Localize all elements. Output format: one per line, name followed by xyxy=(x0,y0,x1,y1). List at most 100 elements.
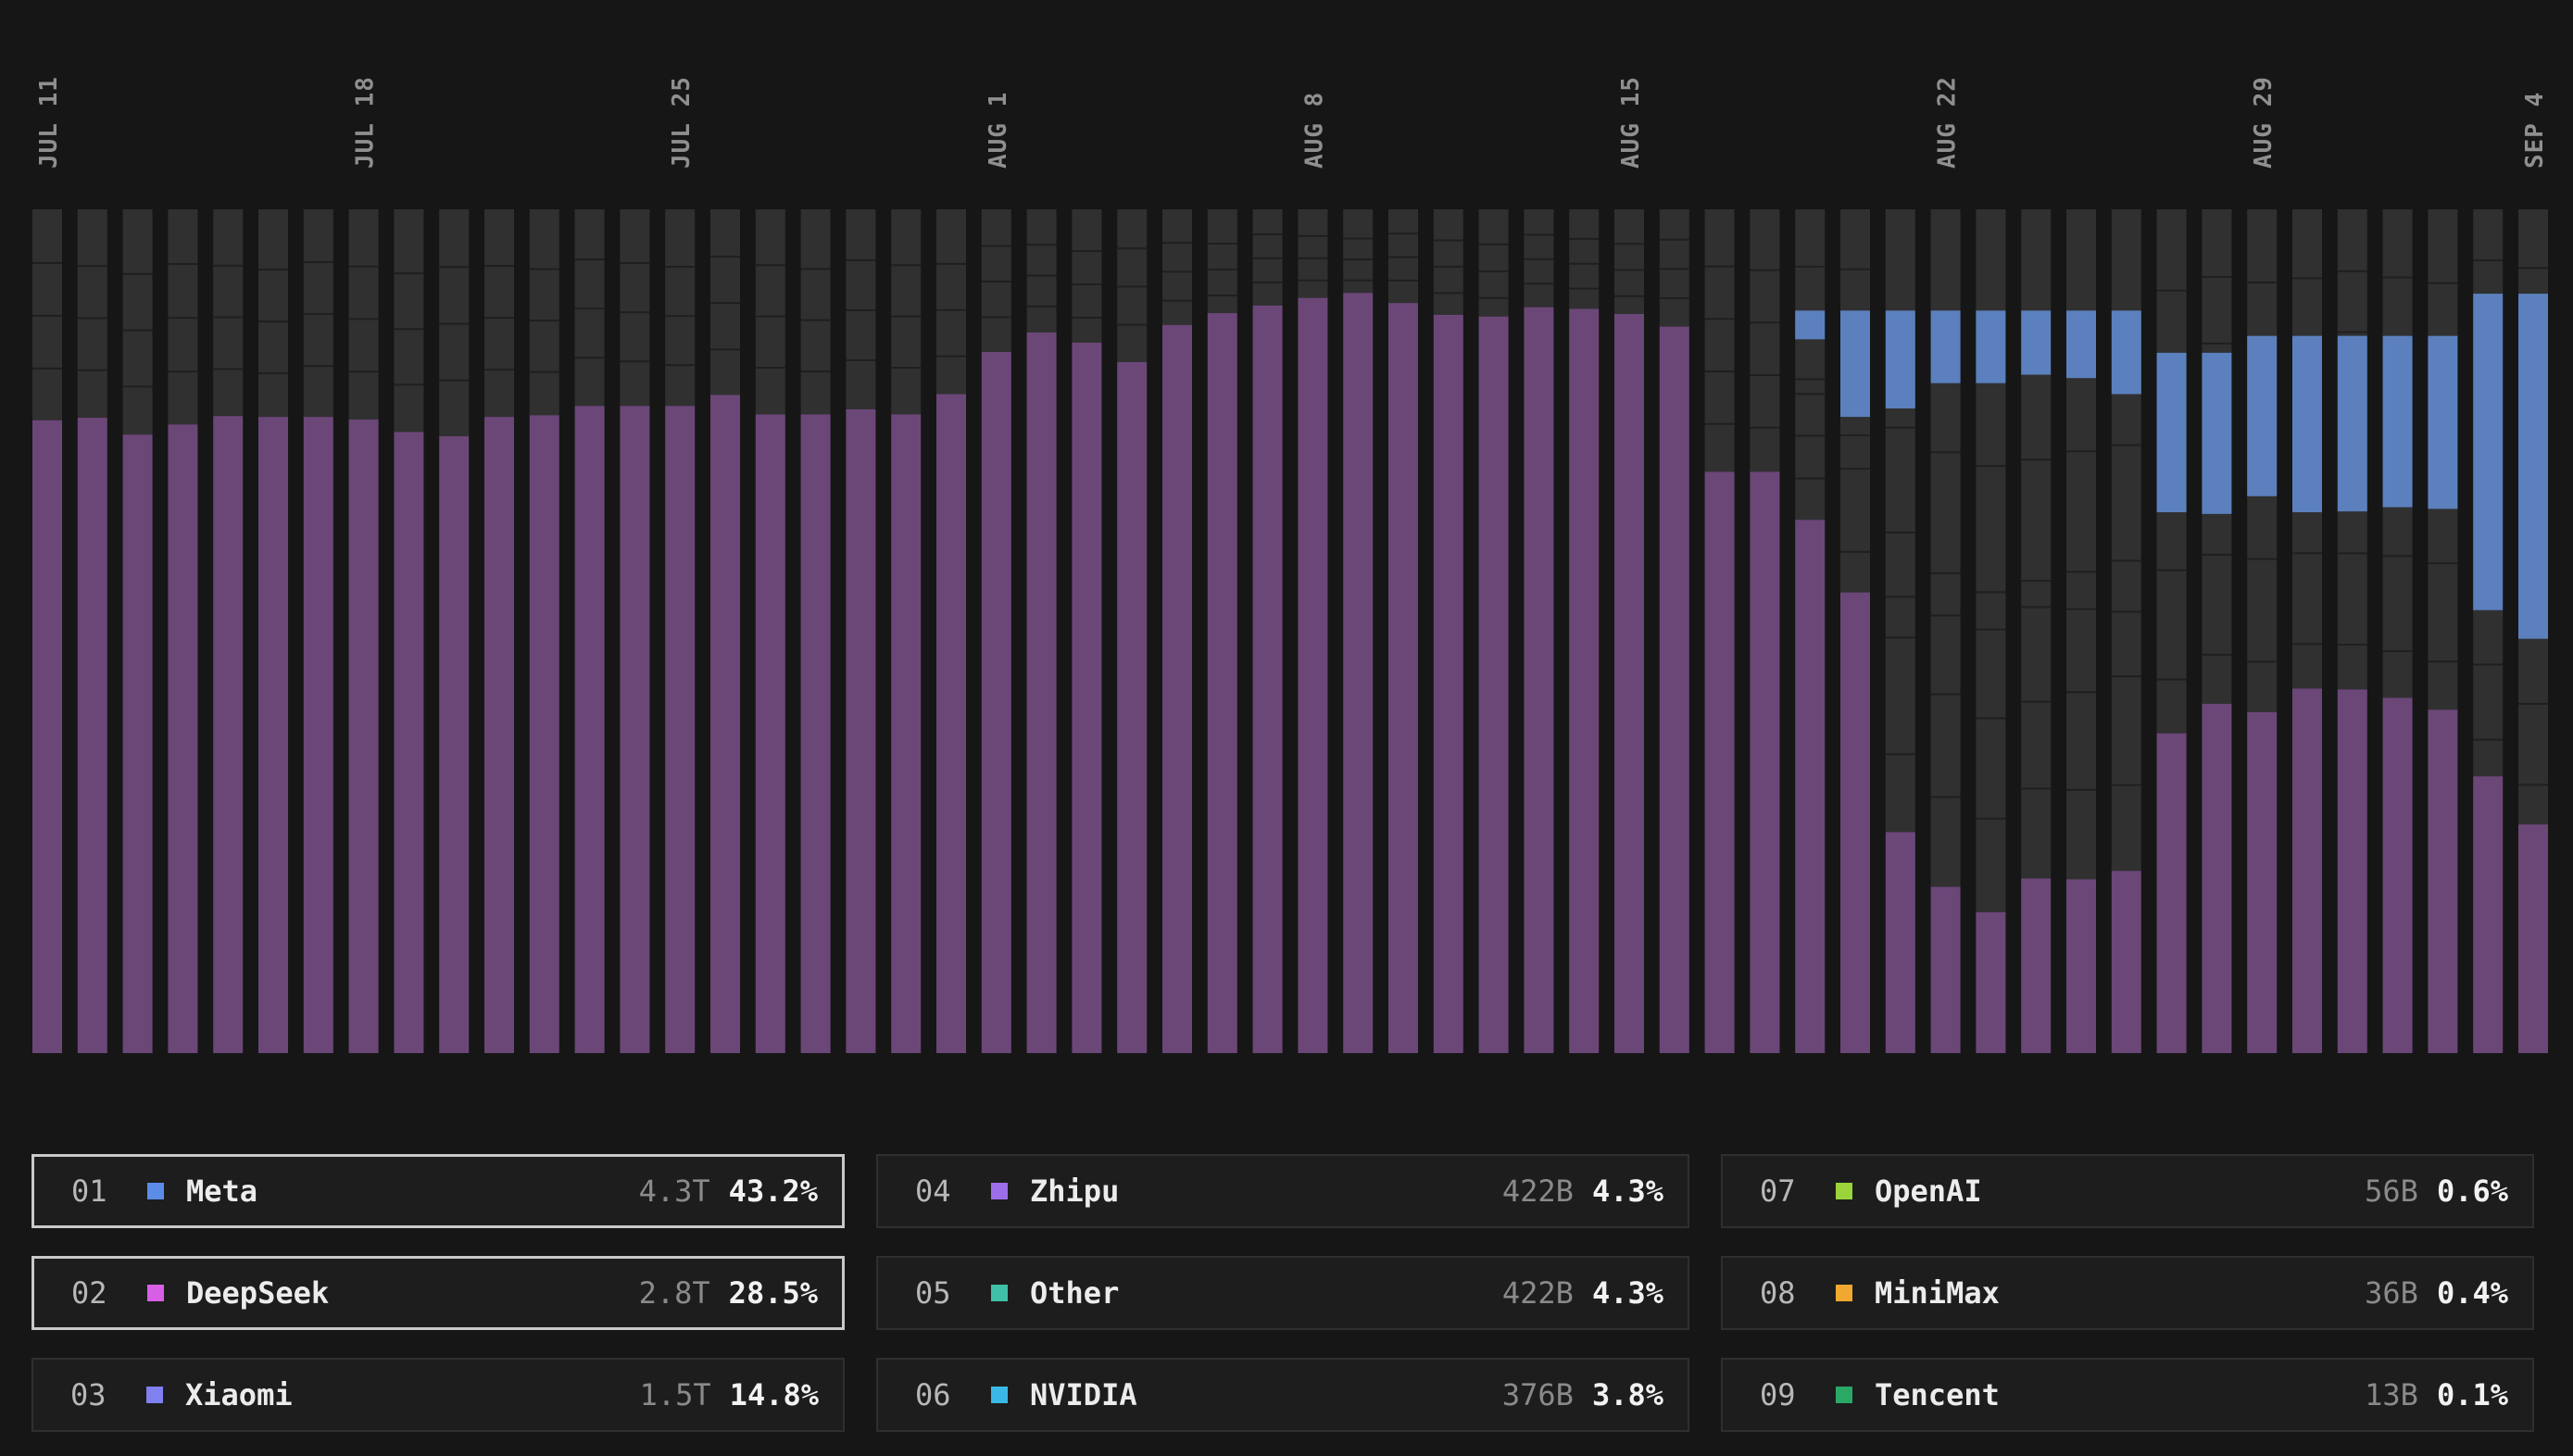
bar-segment-other xyxy=(213,209,244,417)
bar-segment-divider xyxy=(800,268,831,270)
legend-item-deepseek[interactable]: 02 DeepSeek 2.8T 28.5% xyxy=(31,1256,845,1330)
bar-segment-divider xyxy=(1840,268,1870,270)
bar-segment-divider xyxy=(1433,265,1463,268)
bar-segment-xiaomi xyxy=(303,417,333,1054)
bar-segment-divider xyxy=(2066,788,2096,791)
bar-segment-divider xyxy=(1569,237,1600,240)
bar-segment-divider xyxy=(1072,316,1102,319)
bar-segment-xiaomi xyxy=(1072,342,1102,1053)
bar-segment-divider xyxy=(1795,378,1826,381)
legend-name: Meta xyxy=(186,1174,258,1209)
bar-segment-divider xyxy=(1524,282,1554,285)
bar-segment-other xyxy=(122,209,153,435)
chart-svg: JUL 11 JUL 18 JUL 25 AUG 1 AUG 8 AUG 15 AUG 22… xyxy=(32,76,2549,1054)
bar-segment-divider xyxy=(1795,265,1826,268)
legend: 01 Meta 4.3T 43.2% 02 DeepSeek 2.8T 28.5% 03 Xiao… xyxy=(31,1154,2538,1445)
bar-segment-divider xyxy=(2156,289,2187,292)
legend-item-xiaomi[interactable]: 03 Xiaomi 1.5T 14.8% xyxy=(31,1358,845,1432)
bar-segment-divider xyxy=(800,319,831,321)
bar-segment-divider xyxy=(755,367,785,370)
bar-segment-divider xyxy=(2202,342,2232,345)
legend-tokens: 422B xyxy=(1501,1174,1574,1209)
bar-segment-divider xyxy=(1704,370,1735,372)
bar-segment-xiaomi xyxy=(755,414,785,1053)
legend-tokens: 4.3T xyxy=(638,1174,710,1209)
bar-segment-divider xyxy=(2247,660,2278,663)
legend-swatch xyxy=(1836,1285,1852,1301)
bar-segment-divider xyxy=(1478,296,1509,299)
legend-item-minimax[interactable]: 08 MiniMax 36B 0.4% xyxy=(1721,1256,2534,1330)
bar-segment-divider xyxy=(1026,244,1057,246)
bar-segment-divider xyxy=(439,266,470,269)
legend-item-zhipu[interactable]: 04 Zhipu 422B 4.3% xyxy=(876,1154,1689,1228)
bar-segment-divider xyxy=(348,265,379,268)
bar-segment-divider xyxy=(1840,468,1870,471)
bar-segment-xiaomi xyxy=(529,415,559,1053)
bar-segment-divider xyxy=(1343,258,1374,261)
bar-segment-xiaomi xyxy=(258,417,288,1054)
bar-segment-xiaomi xyxy=(1207,313,1237,1054)
bar-segment-divider xyxy=(2066,450,2096,453)
legend-name: Tencent xyxy=(1875,1377,2000,1412)
bar-segment-divider xyxy=(710,302,740,305)
legend-name: Xiaomi xyxy=(185,1377,293,1412)
bar-segment-divider xyxy=(32,314,62,317)
bar-segment-xiaomi xyxy=(574,406,605,1053)
bar-segment-xiaomi xyxy=(1117,361,1148,1053)
legend-share: 4.3% xyxy=(1591,1174,1663,1209)
legend-item-tencent[interactable]: 09 Tencent 13B 0.1% xyxy=(1721,1358,2534,1432)
bar-segment-other xyxy=(1478,209,1509,317)
bar-segment-divider xyxy=(1298,279,1328,282)
bar-segment-xiaomi xyxy=(2021,878,2052,1053)
bar-segment-xiaomi xyxy=(2156,733,2187,1053)
bar-segment-divider xyxy=(1704,265,1735,268)
bar-segment-divider xyxy=(2247,558,2278,560)
bar-segment-divider xyxy=(1659,238,1689,241)
bar-segment-divider xyxy=(665,315,696,318)
legend-item-nvidia[interactable]: 06 NVIDIA 376B 3.8% xyxy=(876,1358,1689,1432)
bar-segment-other xyxy=(1433,209,1463,315)
bar-segment-xiaomi xyxy=(1659,326,1689,1053)
bar-segment-divider xyxy=(1930,614,1961,617)
bar-segment-xiaomi xyxy=(2292,688,2322,1053)
bar-segment-other xyxy=(1704,209,1735,472)
bar-segment-divider xyxy=(77,317,107,320)
bar-segment-divider xyxy=(1117,323,1148,326)
bar-segment-divider xyxy=(1026,305,1057,308)
bar-segment-divider xyxy=(1976,465,2006,468)
legend-share: 4.3% xyxy=(1591,1275,1663,1311)
legend-item-other[interactable]: 05 Other 422B 4.3% xyxy=(876,1256,1689,1330)
bar-segment-divider xyxy=(2473,738,2504,741)
legend-swatch xyxy=(1836,1183,1852,1199)
x-tick-label: JUL 11 xyxy=(35,76,63,169)
bar-segment-divider xyxy=(2428,562,2458,565)
bar-segment-divider xyxy=(1252,257,1283,259)
legend-tokens: 36B xyxy=(2365,1275,2418,1311)
legend-rank: 06 xyxy=(915,1377,951,1412)
bar-segment-meta xyxy=(1795,310,1826,340)
bar-segment-divider xyxy=(529,370,559,373)
bar-segment-xiaomi xyxy=(1930,886,1961,1053)
x-tick-label: AUG 8 xyxy=(1300,92,1328,169)
legend-item-meta[interactable]: 01 Meta 4.3T 43.2% xyxy=(31,1154,845,1228)
bar-segment-meta xyxy=(2382,335,2413,508)
legend-swatch xyxy=(147,1285,164,1301)
legend-item-openai[interactable]: 07 OpenAI 56B 0.6% xyxy=(1721,1154,2534,1228)
bar-segment-xiaomi xyxy=(1614,313,1644,1053)
bar-segment-xiaomi xyxy=(77,418,107,1054)
bar-segment-divider xyxy=(981,245,1011,247)
bar-segment-xiaomi xyxy=(1750,471,1780,1053)
bar-segment-divider xyxy=(213,316,244,319)
bar-segment-divider xyxy=(2066,608,2096,610)
bar-segment-divider xyxy=(710,348,740,351)
bar-segment-xiaomi xyxy=(936,394,966,1053)
bar-segment-divider xyxy=(2202,553,2232,556)
legend-rank: 02 xyxy=(71,1275,107,1311)
bar-segment-divider xyxy=(258,269,288,271)
bar-segment-meta xyxy=(1976,310,2006,383)
bar-segment-divider xyxy=(2292,643,2322,646)
bar-segment-xiaomi xyxy=(1840,592,1870,1053)
bar-segment-divider xyxy=(1930,693,1961,696)
bar-segment-xiaomi xyxy=(1388,303,1418,1054)
legend-share: 0.1% xyxy=(2436,1377,2508,1412)
